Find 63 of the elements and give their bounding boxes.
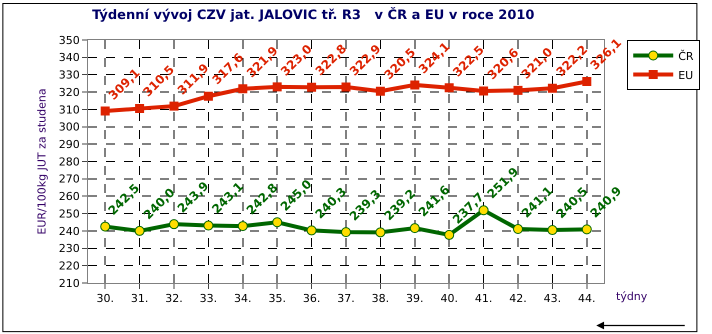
y-tick-label: 340: [58, 51, 80, 64]
point: [547, 225, 558, 236]
point: [342, 82, 350, 92]
point: [170, 102, 178, 111]
point: [410, 80, 420, 90]
y-tick-label: 270: [58, 172, 80, 186]
point: [135, 104, 144, 114]
point: [444, 230, 454, 240]
y-tick-label: 330: [58, 68, 80, 82]
x-tick-label: 37.: [337, 292, 355, 306]
point: [479, 86, 488, 96]
y-tick-label: 260: [58, 190, 80, 204]
x-tick-label: 32.: [165, 292, 183, 306]
point: [134, 226, 145, 236]
point: [341, 227, 351, 238]
y-tick-label: 220: [58, 259, 80, 272]
point: [272, 82, 282, 92]
legend-label: EU: [678, 68, 694, 82]
x-tick-label: 34.: [234, 292, 252, 306]
point: [582, 224, 592, 234]
point: [375, 227, 386, 238]
y-tick-label: 310: [58, 103, 80, 116]
x-tick-label: 42.: [509, 292, 527, 306]
point: [100, 222, 110, 232]
y-tick-label: 290: [58, 138, 80, 151]
point: [376, 86, 385, 96]
point: [514, 86, 522, 95]
x-tick-label: 30.: [96, 292, 114, 306]
x-tick-label: 38.: [372, 292, 390, 306]
x-tick-label: 36.: [302, 292, 320, 306]
y-tick-label: 320: [58, 86, 80, 99]
x-tick-label: 43.: [544, 292, 562, 306]
point: [307, 82, 316, 92]
x-tick-label: 35.: [268, 292, 286, 306]
y-tick-label: 230: [58, 242, 80, 256]
y-axis-title: EUR/100kg JUT za studena: [35, 88, 48, 235]
x-axis-title: týdny: [616, 290, 648, 303]
point: [582, 76, 592, 86]
legend-label: ČR: [678, 48, 694, 63]
y-tick-label: 240: [58, 224, 80, 238]
point: [100, 106, 110, 116]
point: [513, 224, 523, 234]
point: [410, 223, 420, 234]
y-tick-label: 250: [58, 207, 80, 220]
point: [272, 217, 282, 228]
y-tick-label: 350: [58, 34, 80, 47]
x-tick-label: 31.: [130, 292, 148, 306]
point: [548, 84, 557, 93]
y-tick-label: 280: [58, 155, 80, 168]
x-tick-label: 44.: [578, 292, 596, 306]
x-tick-label: 41.: [474, 292, 492, 306]
y-tick-label: 210: [58, 276, 80, 290]
chart-title: Týdenní vývoj CZV jat. JALOVIC tř. R3 v ČR a EU v roce 2010: [92, 6, 534, 24]
point: [169, 219, 179, 230]
point: [238, 84, 248, 94]
x-tick-label: 39.: [406, 292, 424, 306]
point: [306, 225, 317, 236]
y-tick-label: 300: [58, 120, 80, 134]
point: [444, 83, 454, 92]
point: [203, 220, 214, 231]
point: [238, 221, 248, 232]
x-tick-label: 33.: [200, 292, 218, 306]
x-tick-label: 40.: [440, 292, 458, 306]
